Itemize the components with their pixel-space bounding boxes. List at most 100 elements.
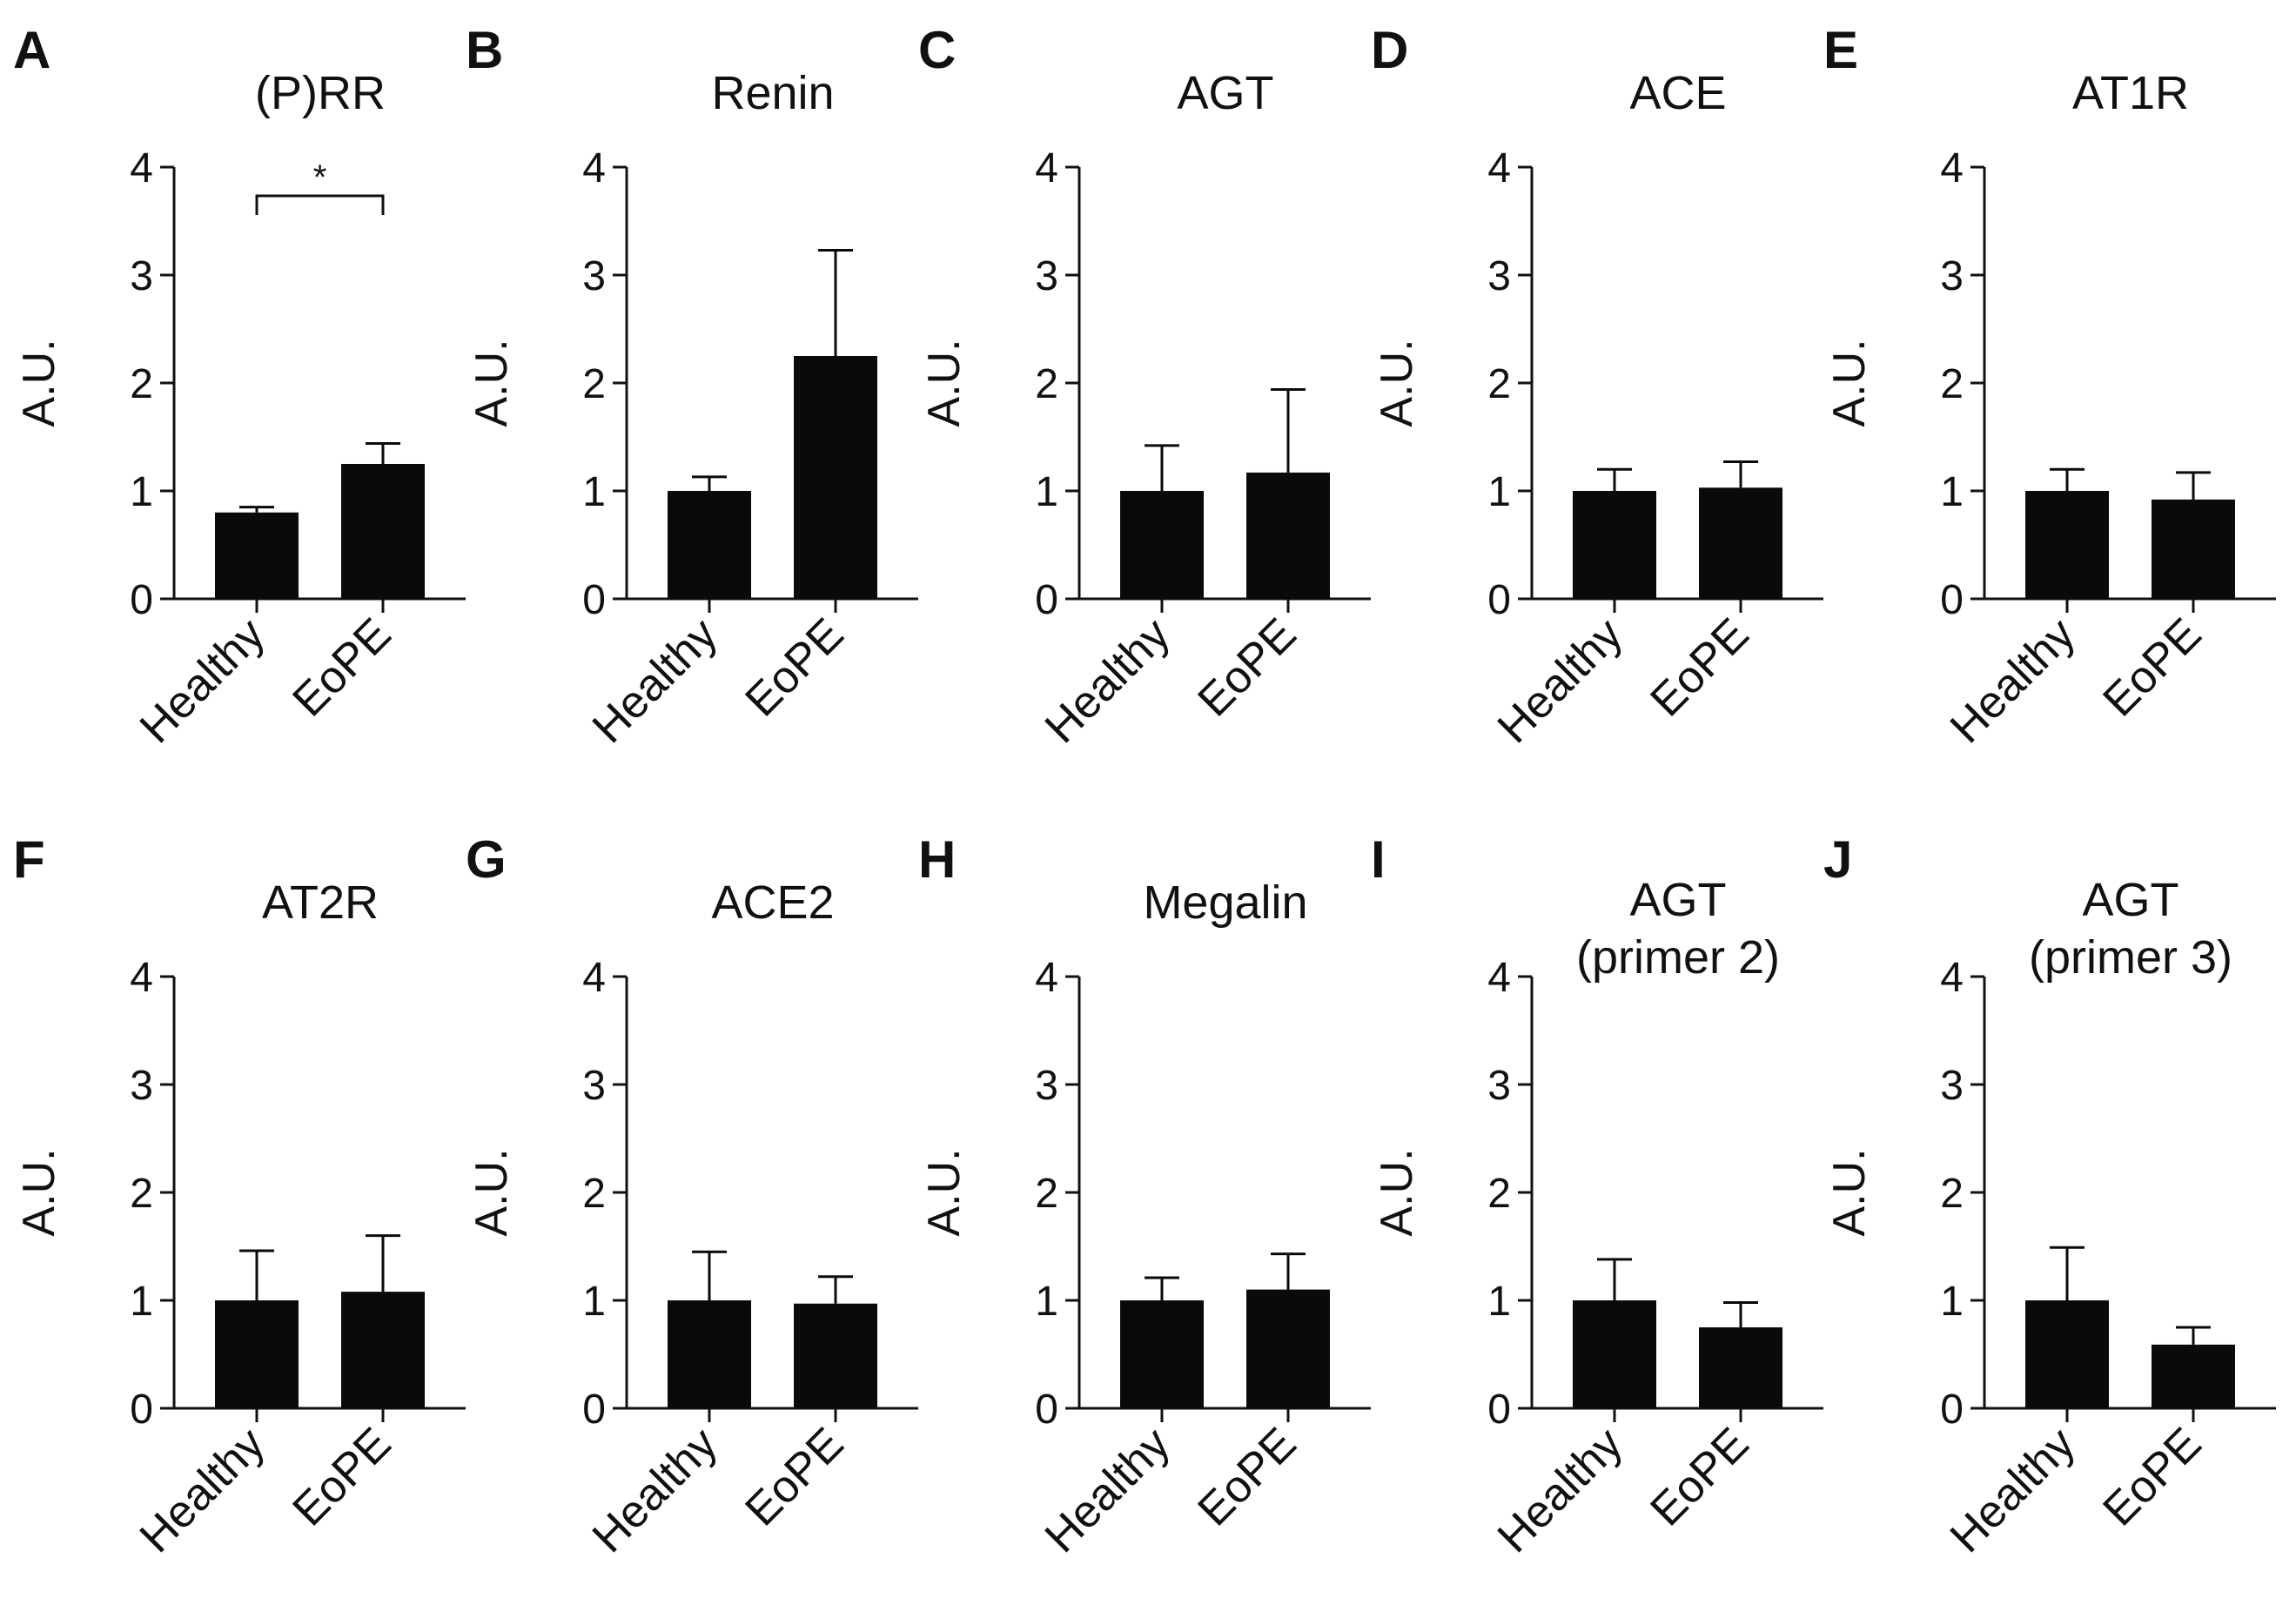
- y-tick-label: 4: [130, 955, 153, 1001]
- y-axis-label: A.U.: [14, 339, 64, 426]
- y-tick-label: 0: [1940, 1387, 1964, 1433]
- bar-healthy: [215, 1300, 299, 1408]
- panel-a: A (P)RR A.U. 0 1 2 3 4 Healthy EoPE *: [13, 21, 466, 753]
- y-tick-label: 4: [1487, 145, 1511, 191]
- x-tick-label: Healthy: [583, 1418, 728, 1562]
- y-tick-label: 4: [1035, 955, 1058, 1001]
- panel-letter: H: [918, 830, 956, 889]
- bar-healthy: [2025, 1300, 2109, 1408]
- y-tick-label: 3: [1940, 1063, 1964, 1109]
- y-tick-label: 3: [582, 1063, 606, 1109]
- x-tick-label: Healthy: [1941, 608, 2085, 753]
- y-tick-label: 4: [1940, 145, 1964, 191]
- y-tick-label: 1: [1940, 469, 1964, 515]
- panel-title: AGT: [2082, 874, 2179, 926]
- x-tick-label: Healthy: [583, 608, 728, 753]
- panel-letter: G: [466, 830, 507, 889]
- bar-healthy: [668, 1300, 751, 1408]
- y-axis-label: A.U.: [919, 1148, 970, 1236]
- y-tick-label: 3: [130, 253, 153, 299]
- y-tick-label: 3: [1487, 1063, 1511, 1109]
- y-tick-label: 0: [582, 577, 606, 623]
- y-tick-label: 2: [1940, 361, 1964, 407]
- y-tick-label: 3: [1035, 253, 1058, 299]
- panel-e: E AT1R A.U. 0 1 2 3 4 Healthy EoPE: [1823, 21, 2276, 753]
- x-tick-label: EoPE: [1188, 608, 1306, 726]
- y-tick-label: 2: [1487, 361, 1511, 407]
- y-tick-label: 0: [1035, 577, 1058, 623]
- panel-title: (P)RR: [255, 67, 386, 119]
- y-axis-label: A.U.: [1372, 1148, 1422, 1236]
- y-tick-label: 2: [582, 1171, 606, 1217]
- x-tick-label: EoPE: [2093, 608, 2211, 726]
- panel-letter: I: [1371, 830, 1386, 889]
- panel-title: AGT: [1629, 874, 1726, 926]
- y-tick-label: 3: [1487, 253, 1511, 299]
- panel-title: Renin: [711, 67, 834, 119]
- bar-eope: [2152, 499, 2235, 599]
- bar-eope: [1246, 1289, 1330, 1408]
- panel-letter: J: [1823, 830, 1852, 889]
- x-tick-label: EoPE: [1188, 1418, 1306, 1535]
- y-tick-label: 1: [582, 469, 606, 515]
- bar-eope: [1699, 487, 1782, 599]
- y-tick-label: 1: [1940, 1279, 1964, 1325]
- y-tick-label: 1: [1487, 469, 1511, 515]
- significance-label: *: [313, 158, 327, 197]
- bar-eope: [1246, 472, 1330, 599]
- y-axis-label: A.U.: [1372, 339, 1422, 426]
- bar-healthy: [1573, 491, 1656, 599]
- x-tick-label: Healthy: [1036, 608, 1180, 753]
- y-tick-label: 0: [582, 1387, 606, 1433]
- y-axis-label: A.U.: [467, 339, 517, 426]
- y-tick-label: 3: [130, 1063, 153, 1109]
- y-tick-label: 4: [582, 145, 606, 191]
- y-tick-label: 1: [1487, 1279, 1511, 1325]
- panel-letter: E: [1823, 21, 1858, 79]
- panel-title: AT2R: [262, 876, 379, 929]
- y-axis-label: A.U.: [919, 339, 970, 426]
- y-tick-label: 4: [1035, 145, 1058, 191]
- y-tick-label: 3: [582, 253, 606, 299]
- x-tick-label: EoPE: [2093, 1418, 2211, 1535]
- bar-eope: [341, 1292, 425, 1408]
- panel-d: D ACE A.U. 0 1 2 3 4 Healthy EoPE: [1371, 21, 1823, 753]
- bar-healthy: [2025, 491, 2109, 599]
- bar-eope: [794, 1303, 877, 1408]
- x-tick-label: Healthy: [1488, 608, 1633, 753]
- panel-title: ACE: [1629, 67, 1726, 119]
- y-tick-label: 1: [582, 1279, 606, 1325]
- y-tick-label: 1: [130, 469, 153, 515]
- y-tick-label: 2: [130, 1171, 153, 1217]
- y-tick-label: 1: [1035, 1279, 1058, 1325]
- y-axis-label: A.U.: [1824, 1148, 1875, 1236]
- bar-eope: [341, 464, 425, 599]
- y-tick-label: 2: [1487, 1171, 1511, 1217]
- y-tick-label: 4: [582, 955, 606, 1001]
- bar-healthy: [1120, 1300, 1204, 1408]
- y-tick-label: 2: [1035, 361, 1058, 407]
- panel-title: AT1R: [2072, 67, 2189, 119]
- y-tick-label: 1: [130, 1279, 153, 1325]
- bar-healthy: [1573, 1300, 1656, 1408]
- panel-f: F AT2R A.U. 0 1 2 3 4 Healthy EoPE: [13, 830, 466, 1562]
- bar-healthy: [215, 512, 299, 599]
- y-tick-label: 0: [1487, 1387, 1511, 1433]
- panel-i: I AGT(primer 2) A.U. 0 1 2 3 4 Healthy EoPE: [1371, 830, 1823, 1562]
- bar-healthy: [668, 491, 751, 599]
- panel-letter: A: [13, 21, 50, 79]
- y-tick-label: 0: [1940, 577, 1964, 623]
- y-axis-label: A.U.: [1824, 339, 1875, 426]
- y-tick-label: 2: [582, 361, 606, 407]
- y-axis-label: A.U.: [467, 1148, 517, 1236]
- y-tick-label: 2: [1940, 1171, 1964, 1217]
- y-tick-label: 4: [1487, 955, 1511, 1001]
- y-tick-label: 2: [1035, 1171, 1058, 1217]
- y-tick-label: 0: [130, 1387, 153, 1433]
- panel-letter: F: [13, 830, 45, 889]
- significance-bracket: [255, 194, 385, 215]
- y-tick-label: 2: [130, 361, 153, 407]
- y-tick-label: 0: [1035, 1387, 1058, 1433]
- panel-title-line2: (primer 3): [2029, 931, 2232, 984]
